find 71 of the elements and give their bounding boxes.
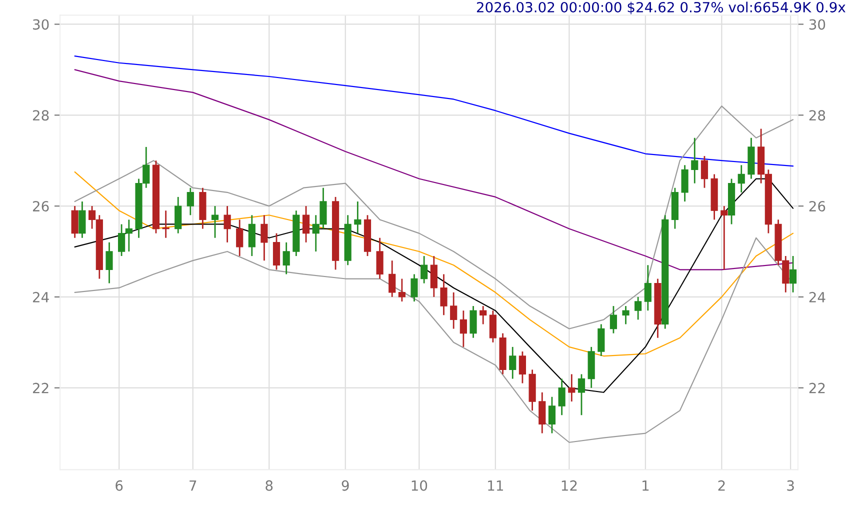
candlestick [106, 242, 113, 284]
candlestick [302, 205, 310, 244]
candlestick [354, 200, 362, 234]
candlestick [610, 305, 618, 334]
candlestick [558, 378, 566, 416]
x-tick-label: 6 [116, 480, 123, 491]
candlestick [186, 187, 194, 216]
candlestick [538, 392, 546, 434]
y-tick-label: 26 [32, 201, 49, 212]
candlestick [598, 324, 605, 357]
x-tick-label: 9 [342, 480, 349, 491]
candlestick [480, 305, 487, 325]
candlestick [236, 218, 244, 257]
candlestick [282, 242, 290, 275]
candlestick [162, 210, 170, 239]
x-tick-label: 2 [718, 480, 725, 491]
candlestick [174, 196, 182, 234]
candlestick [376, 237, 384, 280]
candlestick [489, 310, 496, 344]
candlestick [398, 278, 406, 302]
candlestick [518, 350, 526, 384]
candlestick [470, 305, 477, 339]
candlestick [450, 292, 458, 330]
candlestick [720, 205, 728, 270]
candlestick [248, 214, 256, 257]
line-series [74, 69, 794, 270]
y2-tick-label: 22 [809, 382, 825, 394]
candlestick [681, 164, 688, 202]
y2-tick-label: 24 [809, 292, 826, 302]
x-tick-label: 11 [488, 480, 503, 491]
candlestick [644, 264, 652, 312]
candlestick [578, 374, 586, 416]
y-tick-label: 22 [32, 382, 48, 394]
y-tick-label: 24 [32, 292, 49, 302]
candlestick [634, 296, 642, 320]
x-tick-label: 12 [562, 480, 577, 491]
y2-tick-label: 26 [809, 201, 826, 212]
candlestick [622, 305, 630, 325]
candlestick [78, 200, 86, 239]
y2-tick-label: 28 [809, 110, 826, 121]
candlestick [410, 274, 418, 302]
x-tick-label: 3 [787, 480, 794, 491]
candlestick [440, 274, 448, 316]
y-tick-label: 28 [32, 110, 49, 121]
chart-title: 2026.03.02 00:00:00 $24.62 0.37% vol:6654.9K 0.9x [476, 2, 846, 14]
y-tick-label: 30 [33, 19, 49, 30]
candlestick [691, 137, 698, 184]
y2-tick-label: 30 [809, 19, 826, 30]
candlestick [420, 255, 428, 284]
candlestick [548, 396, 556, 434]
x-tick-label: 1 [642, 480, 649, 491]
candlestick [224, 205, 231, 244]
line-series [74, 178, 794, 393]
candlestick [460, 310, 467, 348]
line-series [74, 56, 794, 167]
candlestick [789, 255, 797, 294]
candlestick [738, 164, 745, 194]
candlestick [260, 214, 268, 262]
candlestick [71, 205, 78, 239]
candlestick [211, 205, 219, 239]
candlestick [568, 374, 576, 402]
line-series [74, 171, 794, 357]
candlestick [388, 260, 396, 298]
x-tick-label: 7 [190, 480, 196, 491]
x-tick-label: 8 [266, 480, 273, 491]
candlestick [430, 255, 438, 298]
line-series [74, 105, 794, 330]
candlestick [700, 155, 708, 189]
x-tick-label: 10 [412, 480, 428, 491]
candlestick [509, 346, 516, 380]
candlestick [272, 232, 280, 270]
